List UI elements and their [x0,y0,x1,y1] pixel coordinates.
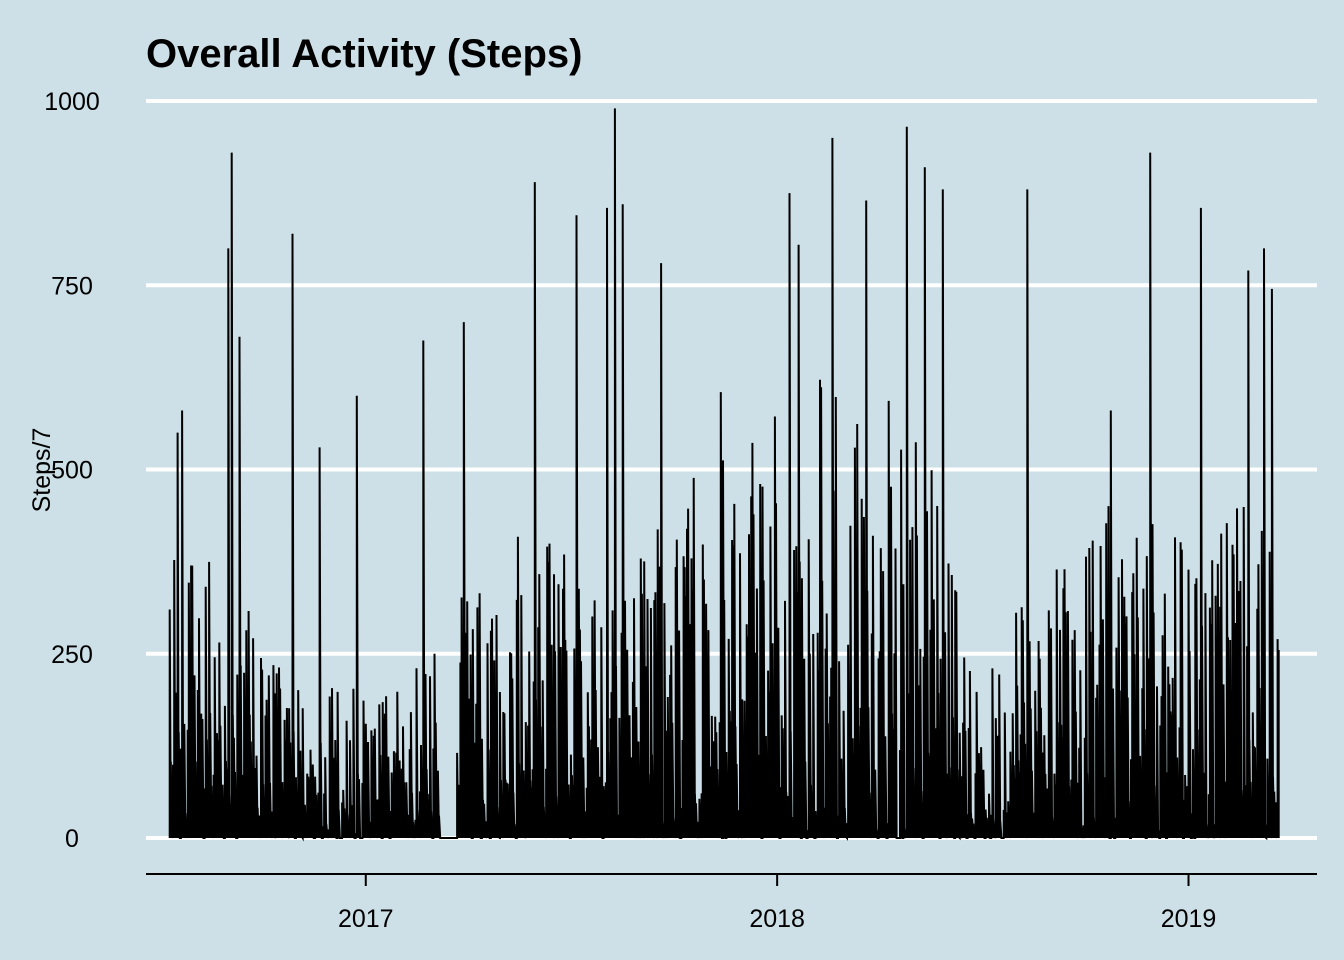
x-tick-label: 2019 [1161,905,1217,933]
y-tick-label: 750 [51,272,93,300]
y-tick-label: 500 [51,457,93,485]
x-ticks: 2017 2018 2019 [338,874,1216,933]
y-tick-labels: 0 250 500 750 1000 [44,88,100,853]
y-tick-label: 0 [65,825,79,853]
series-line-steps [168,108,1280,842]
y-tick-label: 250 [51,641,93,669]
y-axis-title: Steps/7 [28,428,56,513]
chart-title: Overall Activity (Steps) [146,32,582,76]
x-tick-label: 2018 [749,905,805,933]
y-tick-label: 1000 [44,88,100,116]
x-tick-label: 2017 [338,905,394,933]
